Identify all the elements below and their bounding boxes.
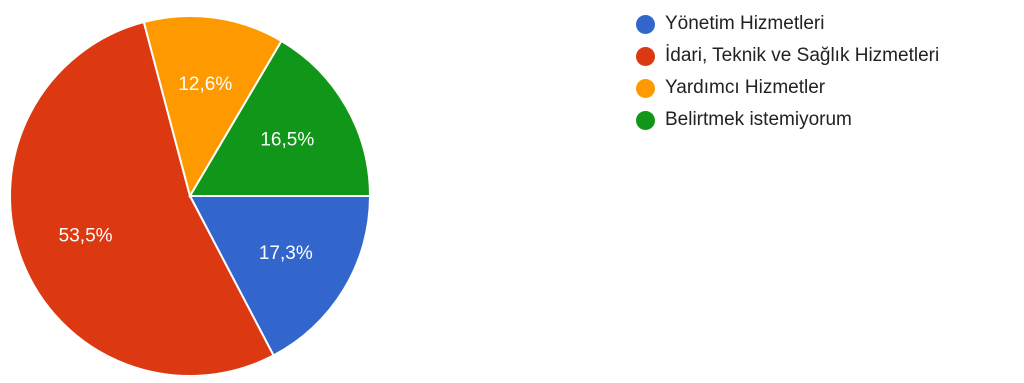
pie-slice-belirtmek-istemiyorum: [188, 39, 372, 197]
pie-slice-yardimci-hizmetler: [142, 15, 283, 199]
pie-slice-labels: 17,3% 53,5% 12,6% 16,5%: [59, 74, 315, 264]
legend-swatch-icon: [636, 78, 655, 98]
slice-label-yonetim-hizmetleri: 17,3%: [259, 243, 313, 264]
slice-label-belirtmek-istemiyorum: 16,5%: [260, 130, 314, 151]
slice-label-idari-teknik-ve-saglik-hizmetleri: 53,5%: [59, 226, 113, 247]
legend-item-yardimci-hizmetler: Yardımcı Hizmetler: [636, 72, 939, 104]
legend-label: İdari, Teknik ve Sağlık Hizmetleri: [665, 45, 940, 66]
legend-item-belirtmek-istemiyorum: Belirtmek istemiyorum: [636, 104, 939, 136]
pie-slice-idari-teknik-ve-saglik-hizmetleri: [9, 20, 275, 377]
pie-slice-yonetim-hizmetleri: [188, 195, 372, 357]
chart-legend: Yönetim Hizmetleri İdari, Teknik ve Sağlı…: [636, 8, 939, 136]
pie-chart: 17,3% 53,5% 12,6% 16,5%: [9, 15, 372, 377]
slice-label-yardimci-hizmetler: 12,6%: [178, 74, 232, 95]
legend-label: Yönetim Hizmetleri: [665, 13, 825, 34]
legend-swatch-icon: [636, 14, 655, 34]
legend-swatch-icon: [636, 110, 655, 130]
legend-label: Yardımcı Hizmetler: [665, 77, 826, 98]
legend-item-yonetim-hizmetleri: Yönetim Hizmetleri: [636, 8, 939, 40]
pie-slices: [9, 15, 372, 377]
legend-swatch-icon: [636, 46, 655, 66]
legend-label: Belirtmek istemiyorum: [665, 109, 852, 130]
legend-item-idari-teknik-ve-saglik-hizmetleri: İdari, Teknik ve Sağlık Hizmetleri: [636, 40, 939, 72]
